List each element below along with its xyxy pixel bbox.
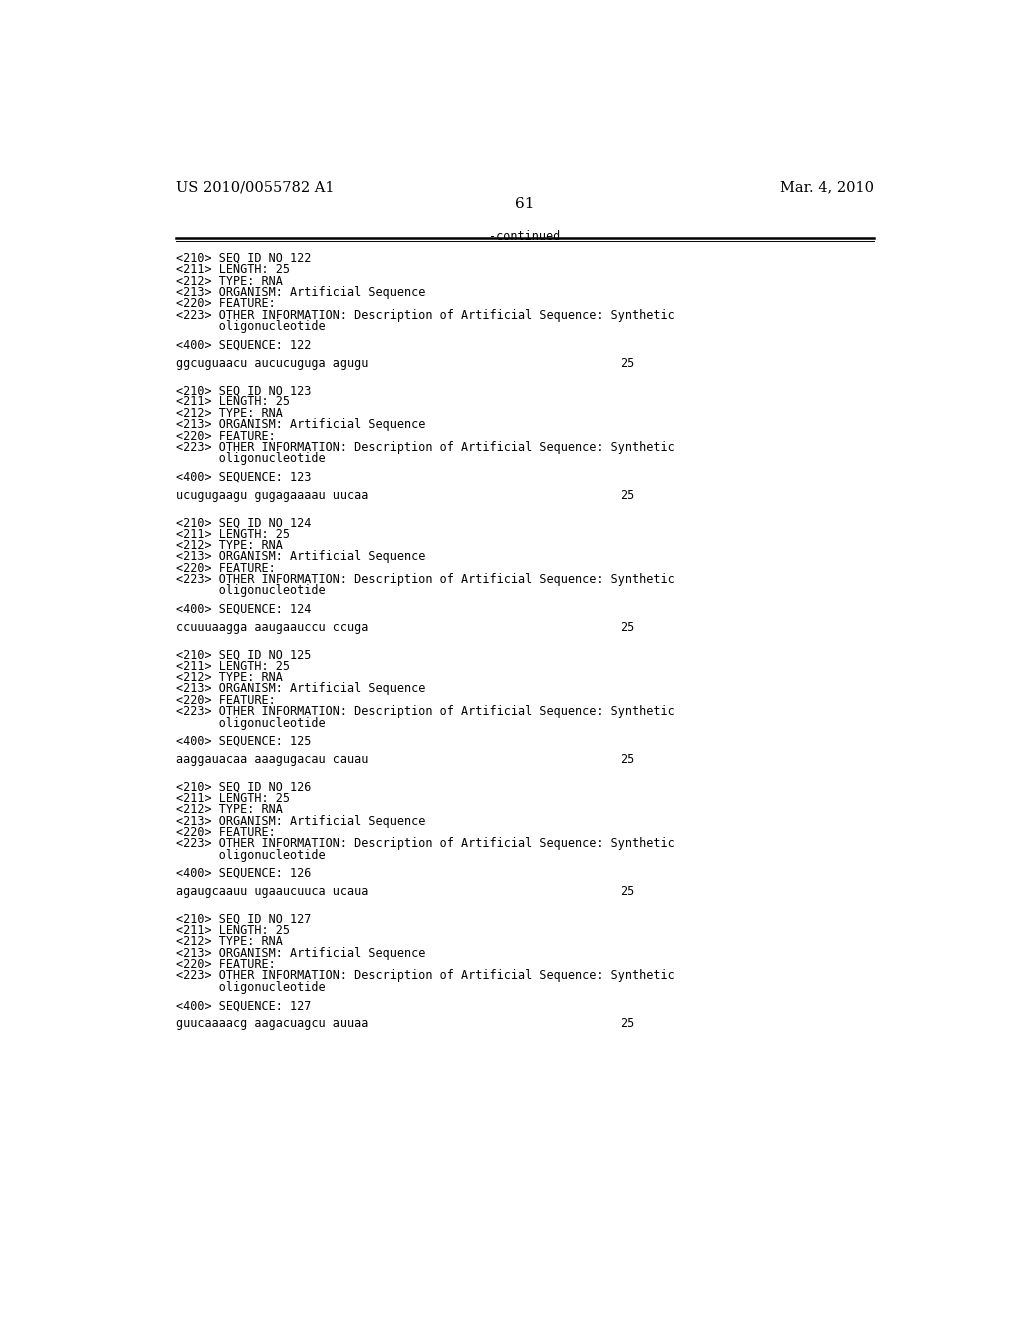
- Text: <210> SEQ ID NO 126: <210> SEQ ID NO 126: [176, 780, 311, 793]
- Text: <210> SEQ ID NO 125: <210> SEQ ID NO 125: [176, 648, 311, 661]
- Text: <212> TYPE: RNA: <212> TYPE: RNA: [176, 671, 283, 684]
- Text: <211> LENGTH: 25: <211> LENGTH: 25: [176, 263, 290, 276]
- Text: 61: 61: [515, 197, 535, 211]
- Text: <211> LENGTH: 25: <211> LENGTH: 25: [176, 792, 290, 805]
- Text: oligonucleotide: oligonucleotide: [176, 585, 326, 598]
- Text: <213> ORGANISM: Artificial Sequence: <213> ORGANISM: Artificial Sequence: [176, 682, 425, 696]
- Text: <400> SEQUENCE: 125: <400> SEQUENCE: 125: [176, 735, 311, 748]
- Text: ucugugaagu gugagaaaau uucaa: ucugugaagu gugagaaaau uucaa: [176, 488, 368, 502]
- Text: US 2010/0055782 A1: US 2010/0055782 A1: [176, 181, 334, 195]
- Text: <400> SEQUENCE: 126: <400> SEQUENCE: 126: [176, 867, 311, 880]
- Text: <223> OTHER INFORMATION: Description of Artificial Sequence: Synthetic: <223> OTHER INFORMATION: Description of …: [176, 309, 675, 322]
- Text: <223> OTHER INFORMATION: Description of Artificial Sequence: Synthetic: <223> OTHER INFORMATION: Description of …: [176, 837, 675, 850]
- Text: <210> SEQ ID NO 124: <210> SEQ ID NO 124: [176, 516, 311, 529]
- Text: <210> SEQ ID NO 123: <210> SEQ ID NO 123: [176, 384, 311, 397]
- Text: <400> SEQUENCE: 122: <400> SEQUENCE: 122: [176, 338, 311, 351]
- Text: <213> ORGANISM: Artificial Sequence: <213> ORGANISM: Artificial Sequence: [176, 418, 425, 432]
- Text: <220> FEATURE:: <220> FEATURE:: [176, 297, 275, 310]
- Text: <220> FEATURE:: <220> FEATURE:: [176, 694, 275, 706]
- Text: 25: 25: [620, 886, 634, 898]
- Text: <211> LENGTH: 25: <211> LENGTH: 25: [176, 924, 290, 937]
- Text: <213> ORGANISM: Artificial Sequence: <213> ORGANISM: Artificial Sequence: [176, 550, 425, 564]
- Text: <223> OTHER INFORMATION: Description of Artificial Sequence: Synthetic: <223> OTHER INFORMATION: Description of …: [176, 573, 675, 586]
- Text: agaugcaauu ugaaucuuca ucaua: agaugcaauu ugaaucuuca ucaua: [176, 886, 368, 898]
- Text: 25: 25: [620, 356, 634, 370]
- Text: 25: 25: [620, 1018, 634, 1031]
- Text: 25: 25: [620, 752, 634, 766]
- Text: <213> ORGANISM: Artificial Sequence: <213> ORGANISM: Artificial Sequence: [176, 814, 425, 828]
- Text: <220> FEATURE:: <220> FEATURE:: [176, 826, 275, 840]
- Text: ggcuguaacu aucucuguga agugu: ggcuguaacu aucucuguga agugu: [176, 356, 368, 370]
- Text: oligonucleotide: oligonucleotide: [176, 321, 326, 333]
- Text: oligonucleotide: oligonucleotide: [176, 717, 326, 730]
- Text: <212> TYPE: RNA: <212> TYPE: RNA: [176, 407, 283, 420]
- Text: <211> LENGTH: 25: <211> LENGTH: 25: [176, 528, 290, 541]
- Text: <400> SEQUENCE: 123: <400> SEQUENCE: 123: [176, 470, 311, 483]
- Text: oligonucleotide: oligonucleotide: [176, 453, 326, 466]
- Text: <223> OTHER INFORMATION: Description of Artificial Sequence: Synthetic: <223> OTHER INFORMATION: Description of …: [176, 705, 675, 718]
- Text: <212> TYPE: RNA: <212> TYPE: RNA: [176, 803, 283, 816]
- Text: -continued: -continued: [489, 230, 560, 243]
- Text: <211> LENGTH: 25: <211> LENGTH: 25: [176, 396, 290, 408]
- Text: aaggauacaa aaagugacau cauau: aaggauacaa aaagugacau cauau: [176, 752, 368, 766]
- Text: <212> TYPE: RNA: <212> TYPE: RNA: [176, 936, 283, 948]
- Text: <212> TYPE: RNA: <212> TYPE: RNA: [176, 275, 283, 288]
- Text: <210> SEQ ID NO 127: <210> SEQ ID NO 127: [176, 912, 311, 925]
- Text: <220> FEATURE:: <220> FEATURE:: [176, 958, 275, 972]
- Text: 25: 25: [620, 620, 634, 634]
- Text: oligonucleotide: oligonucleotide: [176, 849, 326, 862]
- Text: <220> FEATURE:: <220> FEATURE:: [176, 429, 275, 442]
- Text: guucaaaacg aagacuagcu auuaa: guucaaaacg aagacuagcu auuaa: [176, 1018, 368, 1031]
- Text: <210> SEQ ID NO 122: <210> SEQ ID NO 122: [176, 252, 311, 265]
- Text: <223> OTHER INFORMATION: Description of Artificial Sequence: Synthetic: <223> OTHER INFORMATION: Description of …: [176, 441, 675, 454]
- Text: <220> FEATURE:: <220> FEATURE:: [176, 562, 275, 574]
- Text: oligonucleotide: oligonucleotide: [176, 981, 326, 994]
- Text: <211> LENGTH: 25: <211> LENGTH: 25: [176, 660, 290, 673]
- Text: <213> ORGANISM: Artificial Sequence: <213> ORGANISM: Artificial Sequence: [176, 946, 425, 960]
- Text: <400> SEQUENCE: 124: <400> SEQUENCE: 124: [176, 603, 311, 615]
- Text: <223> OTHER INFORMATION: Description of Artificial Sequence: Synthetic: <223> OTHER INFORMATION: Description of …: [176, 969, 675, 982]
- Text: 25: 25: [620, 488, 634, 502]
- Text: <400> SEQUENCE: 127: <400> SEQUENCE: 127: [176, 999, 311, 1012]
- Text: <212> TYPE: RNA: <212> TYPE: RNA: [176, 539, 283, 552]
- Text: Mar. 4, 2010: Mar. 4, 2010: [780, 181, 873, 195]
- Text: <213> ORGANISM: Artificial Sequence: <213> ORGANISM: Artificial Sequence: [176, 286, 425, 300]
- Text: ccuuuaagga aaugaauccu ccuga: ccuuuaagga aaugaauccu ccuga: [176, 620, 368, 634]
